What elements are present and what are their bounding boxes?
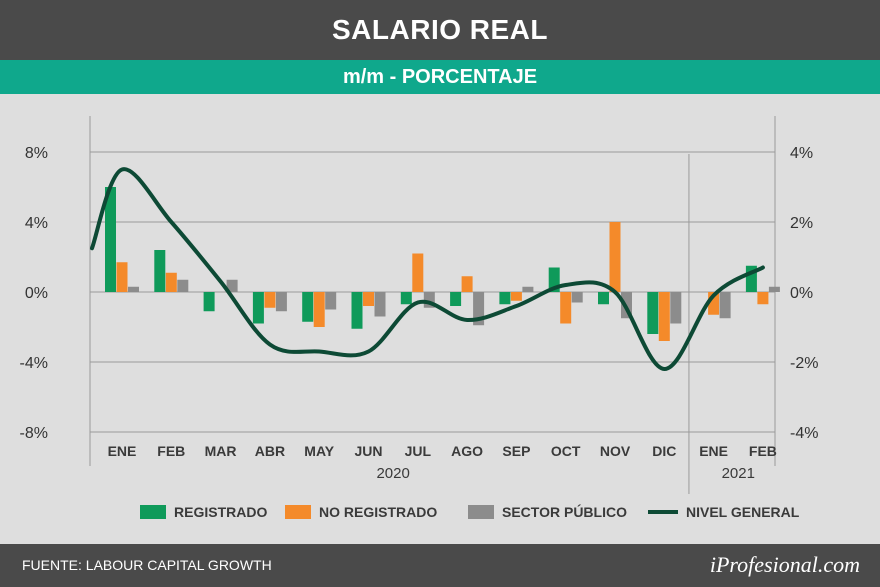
category-label: FEB xyxy=(157,443,185,459)
bar-registrado-11 xyxy=(647,292,659,334)
bar-no-registrado-5 xyxy=(363,292,374,306)
legend-swatch xyxy=(140,505,166,519)
bar-no-registrado-8 xyxy=(510,292,522,301)
chart-title: SALARIO REAL xyxy=(332,14,548,45)
bar-registrado-13 xyxy=(745,265,757,292)
category-label: MAY xyxy=(304,443,334,459)
bar-no-registrado-13 xyxy=(757,292,769,305)
bar-no-registrado-9 xyxy=(560,292,572,324)
legend-label: SECTOR PÚBLICO xyxy=(502,503,627,520)
salario-real-chart: 8% 4% 0% -4% -8% 4% 2% 0% -2% -4% ENE FEB MAR ABR MAY J… xyxy=(20,116,818,520)
source-note: FUENTE: LABOUR CAPITAL GROWTH xyxy=(22,557,272,573)
bar-sector-p-blico-0 xyxy=(128,286,139,292)
left-tick-label: 8% xyxy=(25,145,48,162)
category-label: ENE xyxy=(108,443,137,459)
bar-sector-p-blico-6 xyxy=(423,292,435,308)
bar-no-registrado-4 xyxy=(313,292,325,327)
bar-registrado-7 xyxy=(450,292,462,306)
bar-sector-p-blico-2 xyxy=(226,279,238,292)
left-tick-label: 0% xyxy=(25,285,48,302)
year-label: 2020 xyxy=(376,465,409,482)
bar-registrado-6 xyxy=(400,292,412,305)
category-label: DIC xyxy=(652,443,676,459)
right-tick-label: 0% xyxy=(790,285,813,302)
right-tick-label: 4% xyxy=(790,145,813,162)
bar-sector-p-blico-13 xyxy=(768,286,780,292)
category-label: SEP xyxy=(502,443,530,459)
bar-no-registrado-12 xyxy=(708,292,720,315)
bar-sector-p-blico-11 xyxy=(670,292,682,324)
bar-registrado-8 xyxy=(499,292,511,305)
bar-registrado-1 xyxy=(154,250,166,292)
subtitle-band: m/m - PORCENTAJE xyxy=(0,60,880,94)
bar-no-registrado-1 xyxy=(165,272,177,292)
bar-registrado-3 xyxy=(252,292,264,324)
bar-no-registrado-3 xyxy=(264,292,276,308)
bar-sector-p-blico-5 xyxy=(374,292,386,317)
bar-registrado-9 xyxy=(548,267,560,292)
bar-sector-p-blico-7 xyxy=(473,292,485,326)
legend-label: REGISTRADO xyxy=(174,504,267,520)
bar-no-registrado-11 xyxy=(658,292,670,341)
legend-label: NIVEL GENERAL xyxy=(686,504,800,520)
category-label: MAR xyxy=(205,443,237,459)
legend-swatch xyxy=(468,505,494,519)
bar-registrado-5 xyxy=(351,292,363,329)
bar-sector-p-blico-4 xyxy=(325,292,337,310)
left-tick-label: -8% xyxy=(20,425,48,442)
brand-logo: iProfesional.com xyxy=(709,552,860,577)
category-label: NOV xyxy=(600,443,631,459)
bar-no-registrado-7 xyxy=(461,276,473,292)
year-label: 2021 xyxy=(722,465,755,482)
bar-registrado-2 xyxy=(203,292,215,312)
bar-sector-p-blico-3 xyxy=(275,292,287,312)
chart-area: 8% 4% 0% -4% -8% 4% 2% 0% -2% -4% ENE FEB MAR ABR MAY J… xyxy=(0,94,880,544)
legend-label: NO REGISTRADO xyxy=(319,504,437,520)
left-tick-label: 4% xyxy=(25,215,48,232)
right-tick-label: -4% xyxy=(790,425,818,442)
right-tick-label: -2% xyxy=(790,355,818,372)
chart-subtitle: m/m - PORCENTAJE xyxy=(342,65,538,88)
bar-no-registrado-6 xyxy=(412,253,424,292)
legend-swatch xyxy=(285,505,311,519)
category-label: ENE xyxy=(699,443,728,459)
bar-no-registrado-10 xyxy=(609,222,621,292)
bar-registrado-4 xyxy=(302,292,314,322)
bar-registrado-10 xyxy=(598,292,609,305)
bar-sector-p-blico-9 xyxy=(571,292,583,303)
category-label: JUN xyxy=(354,443,382,459)
category-label: ABR xyxy=(255,443,285,459)
line-nivel-general xyxy=(90,167,765,372)
category-label: AGO xyxy=(451,443,483,459)
bar-sector-p-blico-12 xyxy=(719,292,731,319)
title-band: SALARIO REAL xyxy=(0,0,880,60)
bar-sector-p-blico-1 xyxy=(177,279,189,292)
category-label: FEB xyxy=(749,443,777,459)
left-tick-label: -4% xyxy=(20,355,48,372)
bar-sector-p-blico-8 xyxy=(522,286,534,292)
category-label: JUL xyxy=(405,443,432,459)
category-label: OCT xyxy=(551,443,581,459)
right-tick-label: 2% xyxy=(790,215,813,232)
bar-registrado-0 xyxy=(105,187,116,292)
bar-no-registrado-0 xyxy=(116,262,128,292)
footer: FUENTE: LABOUR CAPITAL GROWTH iProfesion… xyxy=(0,544,880,587)
